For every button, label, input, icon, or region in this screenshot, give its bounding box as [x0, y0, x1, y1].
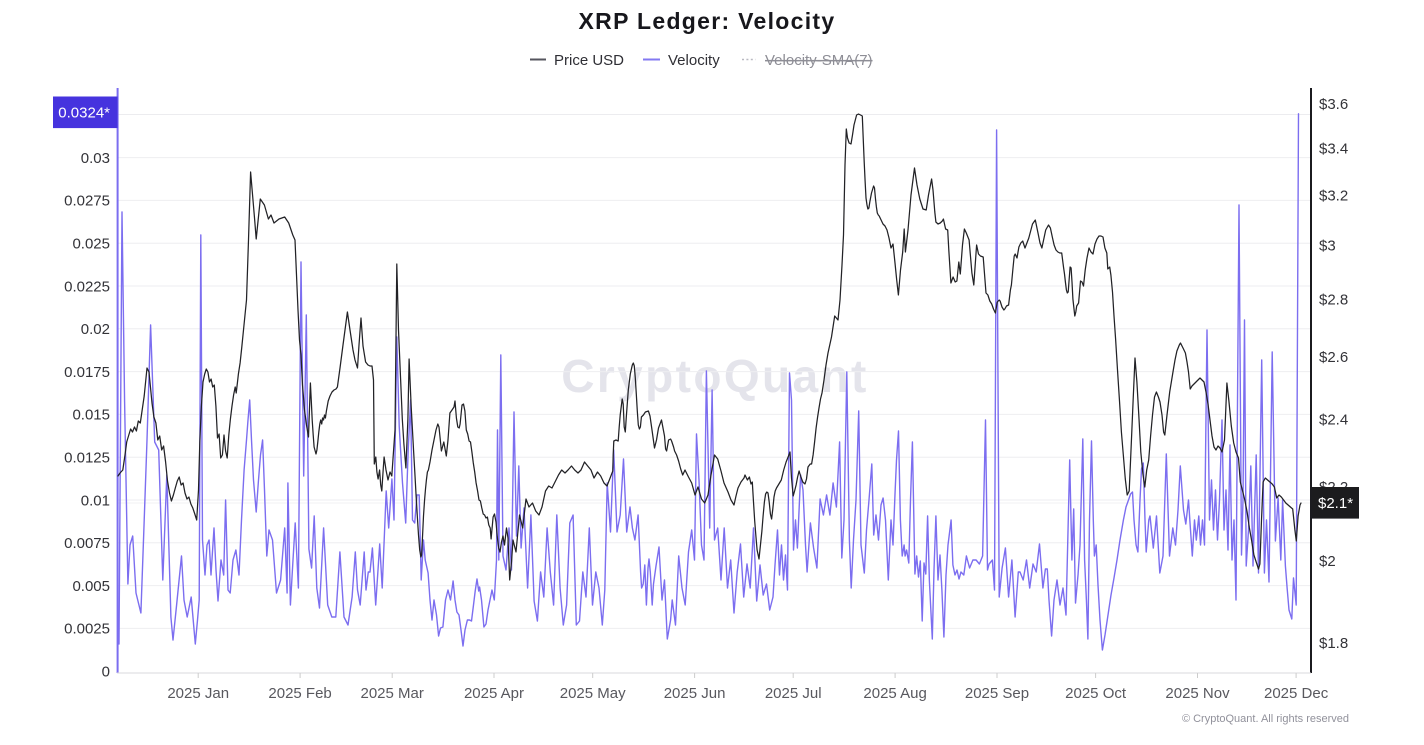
svg-text:$3.2: $3.2	[1319, 188, 1348, 205]
svg-text:2025 Oct: 2025 Oct	[1065, 685, 1127, 702]
svg-text:0.005: 0.005	[72, 578, 110, 595]
svg-text:XRP Ledger: Velocity: XRP Ledger: Velocity	[579, 8, 836, 34]
svg-text:0.01: 0.01	[81, 492, 110, 509]
svg-text:0.0025: 0.0025	[64, 621, 110, 638]
svg-text:CryptoQuant: CryptoQuant	[561, 350, 869, 402]
svg-text:0.0275: 0.0275	[64, 193, 110, 210]
svg-text:Velocity-SMA(7): Velocity-SMA(7)	[765, 52, 873, 69]
svg-text:0.0175: 0.0175	[64, 364, 110, 381]
svg-text:0.0324*: 0.0324*	[58, 105, 110, 122]
svg-text:2025 May: 2025 May	[560, 685, 626, 702]
svg-text:0.02: 0.02	[81, 321, 110, 338]
svg-text:2025 Apr: 2025 Apr	[464, 685, 524, 702]
svg-text:$2.1*: $2.1*	[1318, 495, 1353, 512]
svg-text:2025 Jan: 2025 Jan	[167, 685, 229, 702]
svg-text:2025 Sep: 2025 Sep	[965, 685, 1029, 702]
svg-text:0.03: 0.03	[81, 150, 110, 167]
svg-text:$2: $2	[1319, 553, 1336, 570]
svg-text:0: 0	[102, 664, 110, 681]
svg-text:0.0125: 0.0125	[64, 450, 110, 467]
svg-text:2025 Jul: 2025 Jul	[765, 685, 822, 702]
svg-text:$1.8: $1.8	[1319, 635, 1348, 652]
svg-text:$2.6: $2.6	[1319, 349, 1348, 366]
svg-text:2025 Nov: 2025 Nov	[1165, 685, 1230, 702]
svg-text:0.0225: 0.0225	[64, 278, 110, 295]
svg-text:Velocity: Velocity	[668, 52, 720, 69]
svg-text:2025 Dec: 2025 Dec	[1264, 685, 1329, 702]
svg-text:0.015: 0.015	[72, 407, 110, 424]
svg-text:$2.8: $2.8	[1319, 291, 1348, 308]
svg-text:2025 Jun: 2025 Jun	[664, 685, 726, 702]
svg-text:0.0075: 0.0075	[64, 535, 110, 552]
svg-text:$2.4: $2.4	[1319, 411, 1348, 428]
svg-text:$3: $3	[1319, 238, 1336, 255]
svg-text:2025 Aug: 2025 Aug	[863, 685, 926, 702]
svg-text:© CryptoQuant. All rights rese: © CryptoQuant. All rights reserved	[1182, 713, 1349, 725]
svg-text:2025 Feb: 2025 Feb	[268, 685, 331, 702]
svg-text:Price USD: Price USD	[554, 52, 624, 69]
svg-text:0.025: 0.025	[72, 236, 110, 253]
svg-text:$3.6: $3.6	[1319, 96, 1348, 113]
svg-text:2025 Mar: 2025 Mar	[361, 685, 424, 702]
svg-text:$3.4: $3.4	[1319, 140, 1348, 157]
